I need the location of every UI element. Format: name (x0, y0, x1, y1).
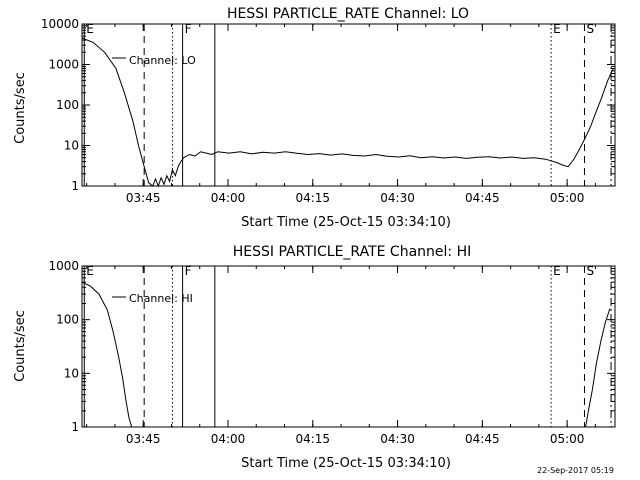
x-tick-label: 04:15 (295, 432, 330, 446)
x-tick-label: 04:00 (211, 432, 246, 446)
legend-label: Channel: LO (129, 54, 196, 67)
x-axis-label: Start Time (25-Oct-15 03:34:10) (241, 456, 451, 471)
series-line (81, 281, 611, 428)
legend-label: Channel: HI (129, 292, 193, 305)
chart-title: HESSI PARTICLE_RATE Channel: LO (227, 6, 469, 22)
y-tick-label: 10 (64, 366, 79, 380)
y-tick-label: 10000 (41, 17, 79, 31)
panel-lo: HESSI PARTICLE_RATE Channel: LO Counts/s… (13, 6, 616, 230)
y-tick-label: 1000 (48, 259, 79, 273)
x-tick-label: 03:45 (126, 432, 161, 446)
y-tick-label: 1000 (48, 58, 79, 72)
x-tick-label: 05:00 (550, 191, 585, 205)
marker-label: E (86, 22, 94, 36)
marker-label: E (553, 264, 561, 278)
x-tick-label: 04:45 (465, 432, 500, 446)
x-axis-label: Start Time (25-Oct-15 03:34:10) (241, 215, 451, 230)
plot-frame (81, 23, 616, 187)
marker-label: E (553, 22, 561, 36)
marker-label: E (86, 264, 94, 278)
y-axis-label: Counts/sec (13, 310, 28, 382)
series-line (81, 37, 614, 188)
x-tick-label: 04:45 (465, 191, 500, 205)
y-tick-label: 100 (56, 98, 79, 112)
y-tick-label: 1 (71, 420, 79, 434)
x-tick-label: 03:45 (126, 191, 161, 205)
x-tick-label: 04:15 (295, 191, 330, 205)
y-tick-label: 1 (71, 179, 79, 193)
x-tick-label: 04:00 (211, 191, 246, 205)
marker-label: S (586, 264, 594, 278)
timestamp: 22-Sep-2017 05:19 (537, 466, 614, 475)
marker-label: F (185, 264, 192, 278)
marker-label: F (185, 22, 192, 36)
y-tick-label: 10 (64, 139, 79, 153)
chart-title: HESSI PARTICLE_RATE Channel: HI (233, 244, 471, 260)
panel-hi: HESSI PARTICLE_RATE Channel: HI Counts/s… (13, 244, 616, 471)
marker-label: S (586, 22, 594, 36)
y-axis-label: Counts/sec (13, 72, 28, 144)
x-tick-label: 04:30 (380, 432, 415, 446)
y-tick-label: 100 (56, 313, 79, 327)
x-tick-label: 05:00 (550, 432, 585, 446)
x-tick-label: 04:30 (380, 191, 415, 205)
plot-frame (81, 265, 616, 428)
